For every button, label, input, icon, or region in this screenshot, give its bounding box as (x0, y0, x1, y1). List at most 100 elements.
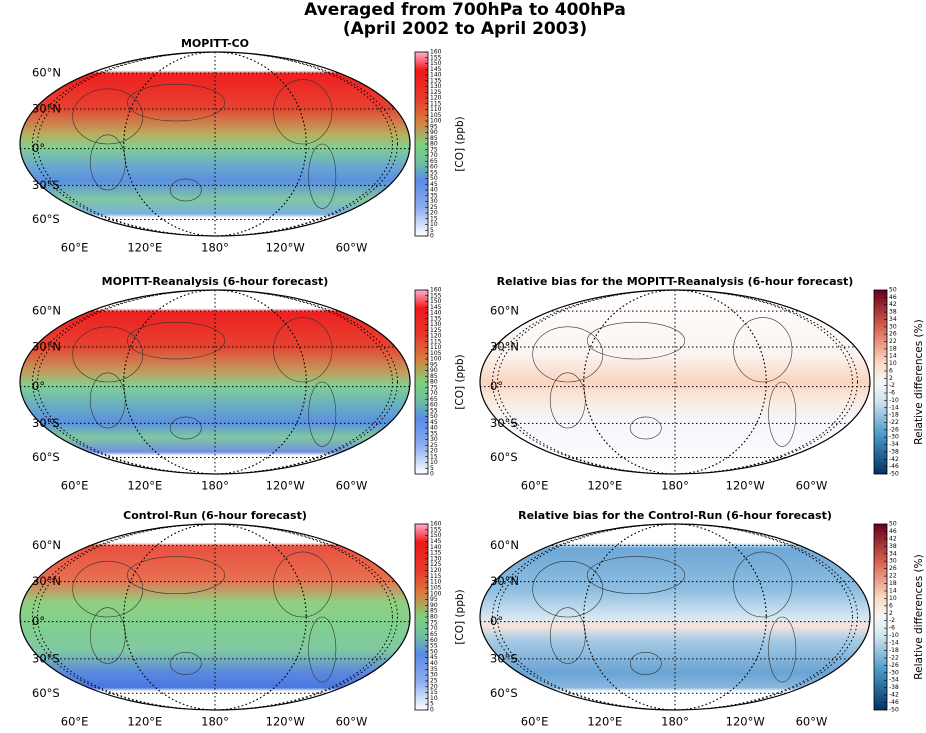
colorbar-tick-label: 130 (430, 555, 442, 562)
colorbar-tick-label: 75 (430, 384, 438, 391)
colorbar-tick-label: 110 (430, 344, 442, 351)
colorbar-tick-label: 10 (430, 459, 438, 466)
land-outline (273, 79, 333, 145)
panel-title: Control-Run (6-hour forecast) (123, 509, 307, 522)
map-border (479, 289, 871, 475)
map-border (19, 51, 411, 237)
colorbar-tick-label: 10 (889, 595, 897, 602)
colorbar-tick-label: 5 (430, 465, 434, 472)
colorbar-tick-label: 110 (430, 106, 442, 113)
land-outline (169, 652, 202, 675)
lon-label: 120°E (127, 715, 162, 729)
land-outline (586, 321, 686, 360)
colorbar-tick-label: 80 (430, 379, 438, 386)
colorbar-tick-label: -34 (889, 677, 899, 684)
colorbar-tick-label: 55 (430, 169, 438, 176)
colorbar-tick-label: 145 (430, 304, 442, 311)
lat-label: 30°S (32, 651, 60, 665)
colorbar-tick-label: 50 (430, 413, 438, 420)
colorbar-tick-label: -42 (889, 692, 899, 699)
land-outline (169, 416, 202, 440)
colorbar-tick-label: 85 (430, 608, 438, 615)
lon-label: 120°W (266, 715, 305, 729)
colorbar-tick-label: 95 (430, 361, 438, 368)
lon-label: 120°W (266, 479, 305, 493)
colorbar-tick-label: -10 (889, 397, 899, 404)
land-outline (273, 551, 333, 618)
lat-label: 60°N (490, 538, 519, 552)
lon-label: 180° (201, 241, 229, 255)
colorbar-tick-label: 90 (430, 367, 438, 374)
colorbar-tick-label: 65 (430, 396, 438, 403)
colorbar-tick-label: -10 (889, 632, 899, 639)
colorbar-tick-label: 50 (430, 175, 438, 182)
lon-label: 60°E (61, 241, 89, 255)
colorbar-tick-label: 100 (430, 118, 442, 125)
colorbar-tick-label: 22 (889, 573, 897, 580)
colorbar-tick-label: 34 (889, 316, 897, 323)
meridian (31, 524, 399, 710)
lon-label: 120°E (127, 479, 162, 493)
map (20, 290, 410, 474)
colorbar-tick-label: -2 (889, 617, 895, 624)
colorbar-tick-label: -14 (889, 404, 899, 411)
map (480, 290, 870, 474)
colorbar-tick-label: 20 (430, 210, 438, 217)
meridian (123, 290, 307, 474)
lat-label: 60°S (490, 450, 518, 464)
colorbar-tick-label: 5 (430, 227, 434, 234)
panel-title: Relative bias for the MOPITT-Reanalysis … (497, 275, 854, 288)
colorbar (873, 289, 888, 475)
map (20, 524, 410, 710)
land-outline (89, 607, 126, 664)
colorbar-tick-label: 40 (430, 660, 438, 667)
colorbar-tick-label: 10 (889, 360, 897, 367)
meridian (31, 290, 399, 474)
colorbar-tick-label: 60 (430, 164, 438, 171)
land-outline (629, 652, 662, 675)
lon-label: 60°W (796, 715, 828, 729)
lat-label: 0° (490, 379, 503, 393)
colorbar-tick-label: 70 (430, 390, 438, 397)
colorbar-label: Relative differences (%) (913, 554, 925, 679)
land-outline (126, 83, 226, 122)
colorbar-tick-label: 20 (430, 448, 438, 455)
colorbar-tick-label: 135 (430, 315, 442, 322)
colorbar-tick-label: 140 (430, 72, 442, 79)
colorbar-tick-label: 18 (889, 345, 897, 352)
colorbar-tick-label: -34 (889, 441, 899, 448)
colorbar-tick-label: 140 (430, 544, 442, 551)
land-outline (733, 551, 793, 618)
colorbar-tick-label: -38 (889, 684, 899, 691)
colorbar-tick-label: 105 (430, 112, 442, 119)
colorbar-tick-label: -18 (889, 647, 899, 654)
colorbar-tick-label: 45 (430, 654, 438, 661)
land-outline (126, 321, 226, 360)
lon-label: 60°W (796, 479, 828, 493)
lat-label: 30°S (32, 178, 60, 192)
lon-label: 180° (201, 479, 229, 493)
colorbar-tick-label: 10 (430, 221, 438, 228)
colorbar-tick-label: 155 (430, 526, 442, 533)
map (20, 52, 410, 236)
map (480, 524, 870, 710)
colorbar-tick-label: 135 (430, 550, 442, 557)
lon-label: 120°E (587, 479, 622, 493)
colorbar-tick-label: 155 (430, 292, 442, 299)
colorbar-tick-label: -22 (889, 654, 899, 661)
meridian (497, 524, 853, 710)
colorbar-tick-label: 60 (430, 402, 438, 409)
colorbar-tick-label: 80 (430, 141, 438, 148)
meridian (31, 52, 399, 236)
lon-label: 60°W (336, 479, 368, 493)
colorbar-tick-label: -50 (889, 707, 899, 714)
colorbar-tick-label: 42 (889, 535, 897, 542)
colorbar-tick-label: 135 (430, 77, 442, 84)
land-outline (308, 616, 337, 683)
colorbar-tick-label: 120 (430, 567, 442, 574)
colorbar-tick-label: 35 (430, 192, 438, 199)
land-outline (549, 607, 586, 664)
colorbar-tick-label: 30 (889, 558, 897, 565)
colorbar-tick-label: 38 (889, 309, 897, 316)
lat-label: 30°S (490, 651, 518, 665)
